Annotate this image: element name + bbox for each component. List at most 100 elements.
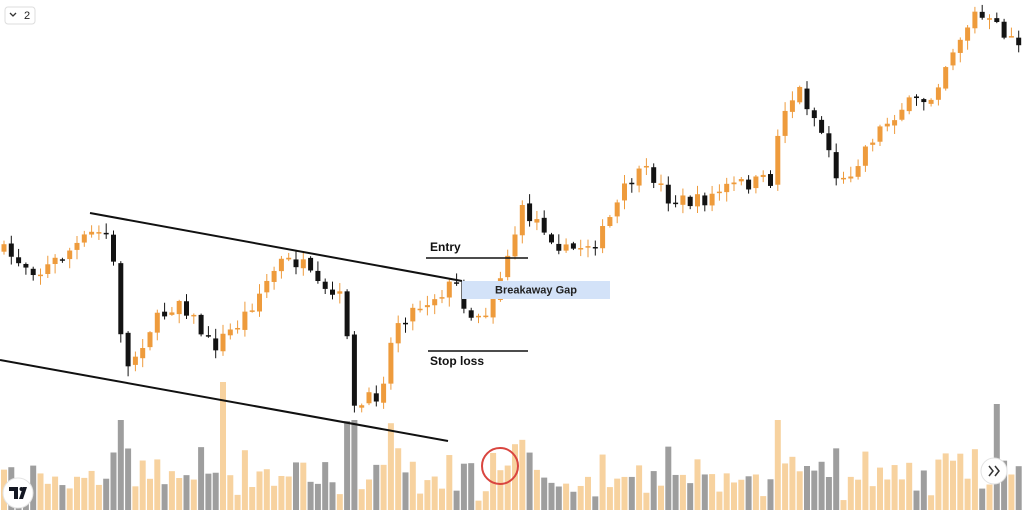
candle-body [965, 27, 971, 41]
volume-bar [709, 474, 716, 510]
candle-body [373, 393, 379, 402]
candle-body [848, 176, 854, 179]
volume-bar [891, 465, 898, 510]
candle-body [278, 258, 284, 272]
candle-body [439, 297, 445, 299]
volume-bar [95, 484, 102, 510]
volume-bar [30, 465, 37, 510]
volume-bar [526, 452, 533, 510]
candle-body [67, 250, 73, 260]
candle-body [673, 202, 679, 205]
candle-body [205, 335, 211, 337]
candle-body [570, 243, 576, 249]
candle-body [45, 264, 51, 274]
candle-body [957, 39, 963, 53]
candle-body [242, 311, 248, 330]
candle-body [629, 182, 635, 185]
volume-bar [855, 479, 862, 510]
volume-bar [205, 473, 212, 510]
interval-button[interactable]: 2 [4, 6, 36, 25]
volume-bar [227, 475, 234, 510]
candle-body [884, 123, 890, 127]
candle-body [899, 109, 905, 120]
stop-loss-label: Stop loss [430, 354, 484, 368]
volume-bar [862, 451, 869, 510]
candle-body [935, 87, 941, 100]
interval-badge: 2 [24, 10, 30, 22]
candle-body [38, 274, 43, 277]
candle-body [789, 100, 795, 112]
candle-body [337, 291, 343, 294]
candle-body [198, 314, 204, 335]
candle-body [227, 329, 233, 336]
candle-body [994, 18, 1000, 23]
volume-bar [818, 461, 825, 510]
volume-bar [190, 479, 197, 510]
interval-button-box[interactable] [4, 6, 36, 25]
channel-lower-line [0, 359, 449, 442]
volume-bar [125, 448, 132, 510]
volume-bar [840, 500, 847, 510]
candle-body [680, 195, 686, 205]
volume-bar [475, 500, 482, 510]
candle-body [928, 99, 934, 104]
volume-bar [606, 487, 613, 510]
candle-body [264, 280, 270, 293]
volume-bar [336, 494, 343, 510]
candle-body [702, 195, 708, 206]
candle-body [154, 312, 160, 333]
volume-bar [402, 472, 409, 510]
candle-body [921, 99, 927, 103]
candle-body [351, 334, 357, 406]
candle-body [81, 234, 87, 243]
volume-bar [395, 448, 402, 510]
volume-bar [869, 486, 876, 510]
candle-body [760, 174, 766, 178]
volume-bar [37, 473, 44, 510]
volume-bar [928, 495, 935, 510]
volume-bar [198, 447, 205, 510]
volume-bar [723, 473, 730, 510]
candle-body [578, 248, 584, 250]
candle-body [308, 257, 314, 271]
volume-bar [898, 479, 905, 510]
candle-body [257, 293, 262, 312]
volume-bar [358, 489, 365, 510]
volume-bar [504, 465, 511, 510]
volume-bar [971, 449, 978, 510]
volume-bar [767, 479, 774, 510]
volume-bar [782, 463, 789, 510]
candle-body [914, 96, 919, 99]
candle-body [344, 291, 350, 337]
tradingview-logo[interactable] [2, 477, 34, 509]
volume-bar [139, 460, 146, 510]
candle-body [643, 165, 649, 168]
candle-body [826, 133, 832, 151]
candle-body [30, 268, 36, 276]
scroll-right-button[interactable] [980, 457, 1008, 485]
volume-bar [453, 490, 460, 510]
candle-body [468, 310, 474, 318]
volume-bar [74, 476, 80, 510]
scroll-button-circle[interactable] [980, 457, 1008, 485]
volume-bar [168, 471, 175, 510]
candle-body [731, 182, 737, 185]
volume-bar [1015, 466, 1022, 510]
candle-body [709, 193, 715, 206]
candle-body [271, 270, 277, 282]
volume-bar [344, 421, 351, 510]
candle-body [381, 383, 387, 403]
volume-highlight-circle [481, 447, 519, 485]
volume-bar [628, 476, 635, 510]
volume-bar [548, 482, 555, 510]
candle-body [651, 167, 657, 183]
candle-body [359, 405, 365, 408]
candle-body [519, 205, 525, 236]
candle-body [476, 315, 481, 318]
volume-bar [935, 459, 942, 510]
candle-body [249, 310, 255, 312]
candle-body [293, 259, 299, 268]
candle-body [556, 243, 562, 251]
